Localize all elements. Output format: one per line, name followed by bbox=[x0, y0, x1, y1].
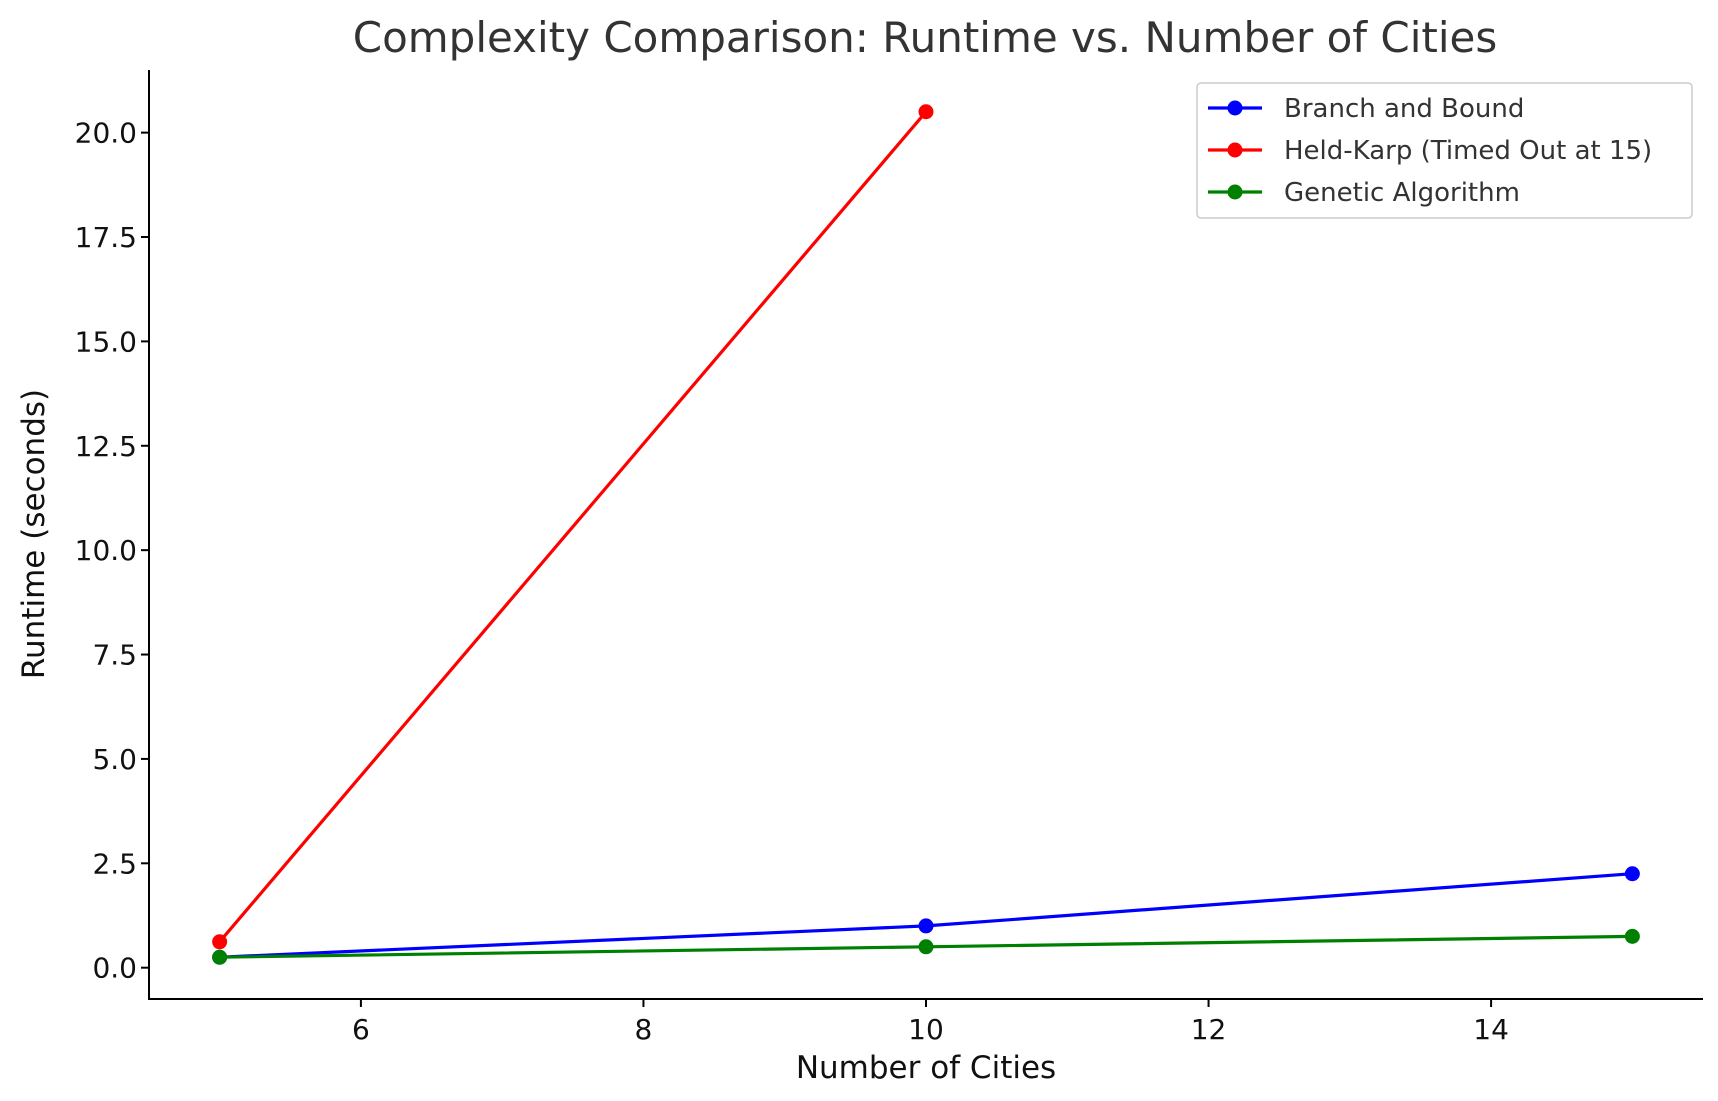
y-tick-label: 20.0 bbox=[75, 117, 137, 150]
x-tick-label: 8 bbox=[635, 1013, 653, 1046]
legend-entry: Held-Karp (Timed Out at 15) bbox=[1208, 136, 1652, 166]
x-tick-label: 10 bbox=[908, 1013, 944, 1046]
y-tick-label: 7.5 bbox=[92, 639, 137, 672]
y-tick-label: 2.5 bbox=[92, 847, 137, 880]
legend-label: Branch and Bound bbox=[1284, 94, 1524, 124]
data-point bbox=[918, 918, 934, 934]
series-line bbox=[218, 110, 928, 943]
legend-entry: Branch and Bound bbox=[1208, 94, 1524, 124]
y-axis-title: Runtime (seconds) bbox=[16, 389, 52, 679]
x-tick-label: 14 bbox=[1473, 1013, 1509, 1046]
x-tick-label: 12 bbox=[1191, 1013, 1227, 1046]
y-tick-label: 15.0 bbox=[75, 325, 137, 358]
legend-box bbox=[1196, 82, 1693, 219]
y-tick-label: 0.0 bbox=[92, 952, 137, 985]
data-point bbox=[918, 939, 934, 955]
legend-label: Genetic Algorithm bbox=[1284, 178, 1520, 208]
chart-title: Complexity Comparison: Runtime vs. Numbe… bbox=[353, 13, 1498, 62]
y-tick-label: 5.0 bbox=[92, 743, 137, 776]
data-point bbox=[212, 949, 228, 965]
legend-label: Held-Karp (Timed Out at 15) bbox=[1284, 136, 1652, 166]
y-tick-label: 17.5 bbox=[75, 221, 137, 254]
y-tick-label: 10.0 bbox=[75, 534, 137, 567]
data-point bbox=[918, 104, 934, 120]
legend-marker bbox=[1227, 100, 1243, 116]
series-held-karp-timed-out-at-15 bbox=[212, 104, 934, 950]
legend-marker bbox=[1227, 184, 1243, 200]
legend-marker bbox=[1227, 142, 1243, 158]
legend-entry: Genetic Algorithm bbox=[1208, 178, 1520, 208]
data-point bbox=[212, 934, 228, 950]
legend: Branch and Bound Held-Karp (Timed Out at … bbox=[1196, 82, 1693, 219]
series-layer bbox=[212, 104, 1640, 965]
series-genetic-algorithm bbox=[212, 928, 1640, 965]
x-axis-title: Number of Cities bbox=[796, 1050, 1056, 1086]
y-ticks: 0.0 2.5 5.0 7.5 10.0 12.5 15.0 17.5 20.0 bbox=[75, 117, 149, 985]
y-tick-label: 12.5 bbox=[75, 430, 137, 463]
x-ticks: 6 8 10 12 14 bbox=[352, 999, 1509, 1046]
x-tick-label: 6 bbox=[352, 1013, 370, 1046]
data-point bbox=[1624, 928, 1640, 944]
legend-entries: Branch and Bound Held-Karp (Timed Out at … bbox=[1208, 94, 1652, 208]
data-point bbox=[1624, 866, 1640, 882]
plot-area: 0.0 2.5 5.0 7.5 10.0 12.5 15.0 17.5 20.0 6 8 10 12 1… bbox=[75, 70, 1703, 1046]
